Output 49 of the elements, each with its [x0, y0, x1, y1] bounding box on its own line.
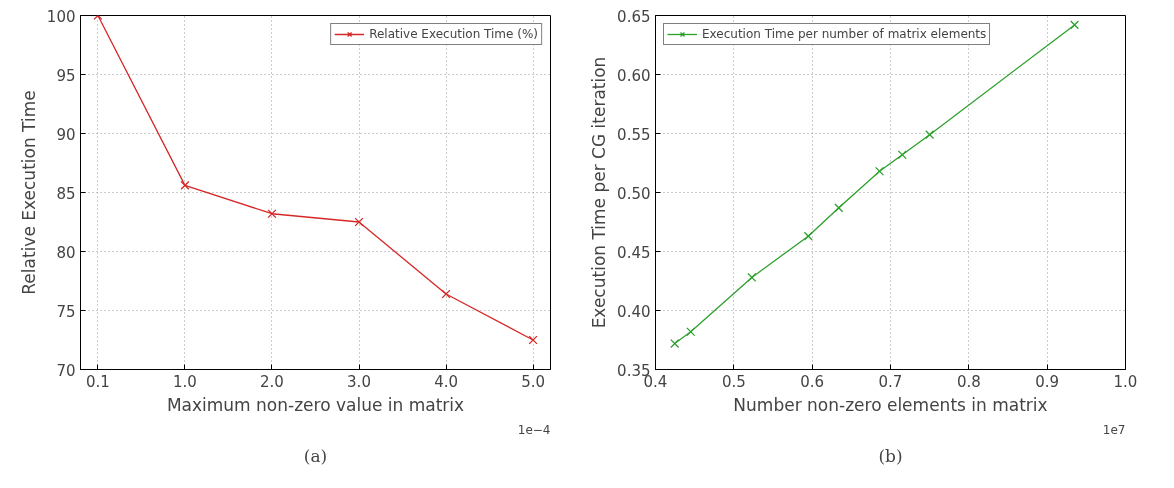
point	[925, 130, 935, 140]
legend-label: Execution Time per number of matrix elements	[702, 27, 987, 41]
x-tick-label: 0.9	[1035, 372, 1060, 391]
x-tick-label: 0.5	[721, 372, 746, 391]
point	[354, 217, 364, 227]
x-axis-title: Maximum non-zero value in matrix	[166, 394, 465, 415]
y-tick-label: 0.65	[617, 7, 651, 26]
point	[747, 272, 757, 282]
text: 1e−4	[517, 422, 551, 437]
point	[180, 180, 190, 190]
x-tick-label: 3.0	[347, 372, 371, 391]
y-tick-label: 0.45	[617, 243, 651, 262]
y-tick-label: 85	[56, 184, 76, 203]
text: (b)	[878, 445, 903, 466]
y-tick-label: 80	[56, 243, 76, 262]
text: 1e7	[1102, 422, 1126, 437]
point	[1070, 20, 1080, 30]
y-axis-title: Relative Execution Time	[18, 90, 39, 295]
y-tick-label: 70	[56, 361, 76, 380]
y-tick-label: 100	[46, 7, 76, 26]
point	[874, 166, 885, 176]
x-tick-label: 2.0	[260, 372, 284, 391]
y-axis-title: Execution Time per CG iteration	[589, 56, 610, 329]
point	[670, 339, 680, 349]
x-tick-label: 0.8	[956, 372, 981, 391]
x-tick-label: 0.1	[85, 372, 110, 391]
x-tick-label: 1.0	[1113, 372, 1138, 391]
point	[267, 209, 277, 219]
y-tick-label: 0.55	[617, 125, 651, 144]
x-tick-label: 5.0	[521, 372, 546, 391]
legend-label: Relative Execution Time (%)	[369, 27, 538, 41]
point	[803, 231, 813, 241]
x-tick-label: 4.0	[434, 372, 458, 391]
point	[834, 203, 844, 213]
x-axis-title: Number non-zero elements in matrix	[733, 394, 1048, 415]
point	[686, 327, 696, 337]
x-tick-label: 1.0	[173, 372, 197, 391]
y-tick-label: 0.50	[617, 184, 651, 203]
text: (a)	[303, 445, 328, 466]
point	[528, 335, 538, 345]
y-tick-label: 0.60	[617, 66, 651, 85]
y-tick-label: 95	[56, 66, 76, 85]
point	[897, 150, 907, 160]
x-tick-label: 0.6	[800, 372, 825, 391]
y-tick-label: 0.40	[617, 302, 651, 321]
x-tick-label: 0.7	[878, 372, 903, 391]
y-tick-label: 90	[56, 125, 76, 144]
point	[441, 289, 451, 299]
y-tick-label: 75	[56, 302, 76, 321]
